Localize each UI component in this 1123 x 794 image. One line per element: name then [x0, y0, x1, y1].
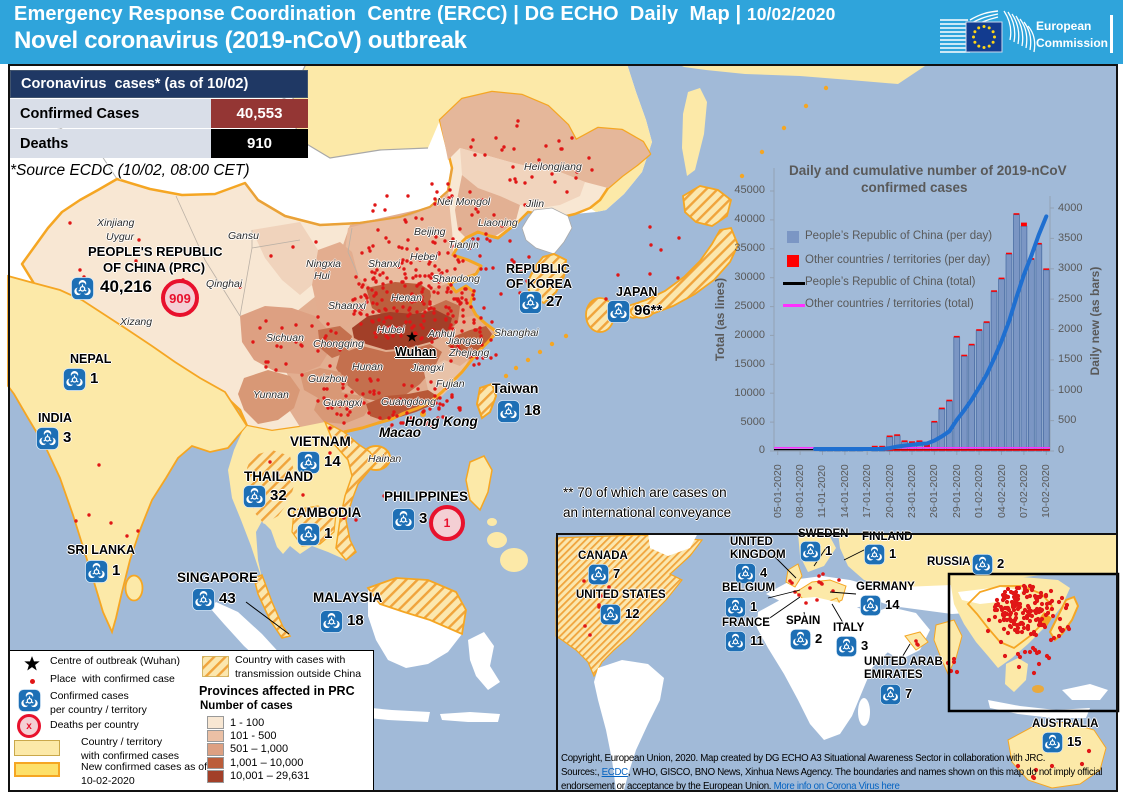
svg-text:Commission: Commission: [1036, 36, 1108, 50]
svg-text:European: European: [1036, 19, 1091, 33]
